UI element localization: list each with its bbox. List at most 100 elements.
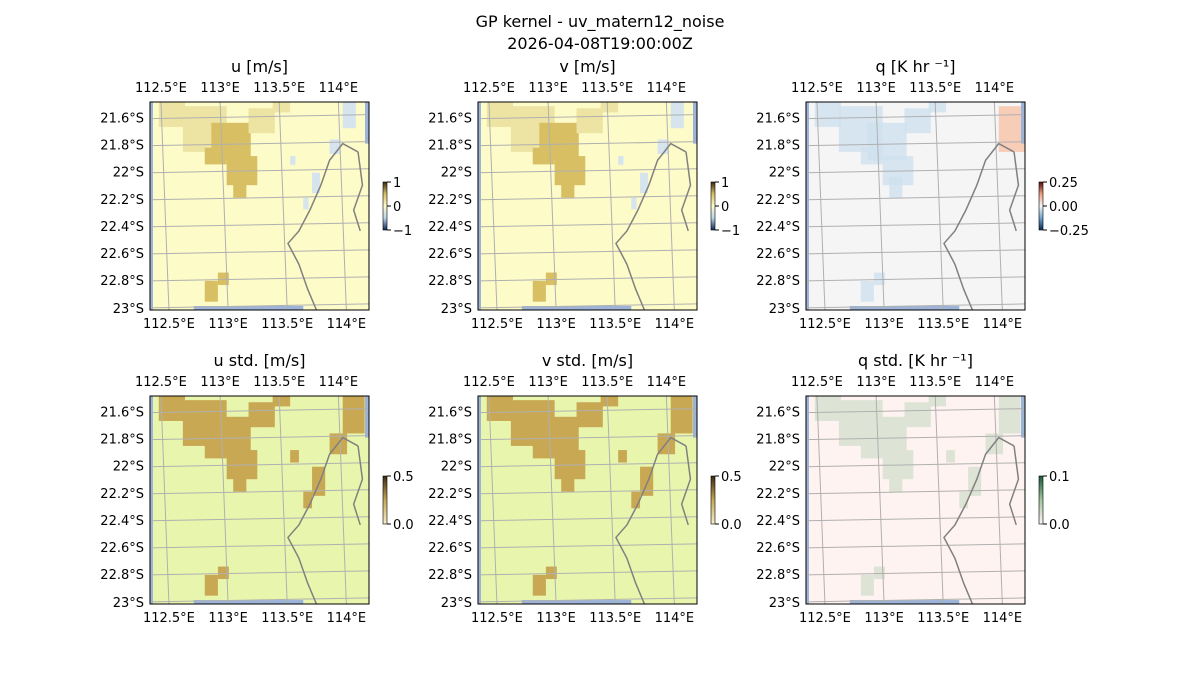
field-patch bbox=[248, 108, 275, 134]
x-tick-label-top: 114°E bbox=[975, 375, 1015, 390]
y-tick-label: 22.8°S bbox=[428, 274, 472, 289]
x-tick-label-bottom: 114°E bbox=[983, 317, 1023, 332]
ocean-edge bbox=[849, 600, 960, 604]
gridline-lat bbox=[149, 168, 370, 174]
panel-ustd: u std. [m/s] 112.5°E 112.5°E 113°E 113°E 113.… bbox=[100, 351, 413, 626]
x-tick-label-bottom: 112.5°E bbox=[143, 611, 195, 626]
gridline-lat bbox=[149, 462, 370, 468]
gridline-lon bbox=[160, 101, 170, 311]
field-patch bbox=[631, 491, 641, 509]
coastline bbox=[943, 436, 1020, 605]
y-tick-label: 22.2°S bbox=[428, 193, 472, 208]
gridline-lat bbox=[477, 408, 698, 414]
colorbar-tick-label: 0.5 bbox=[393, 470, 414, 485]
y-tick-label: 21.6°S bbox=[756, 406, 800, 421]
x-tick-label-top: 113°E bbox=[856, 375, 896, 390]
x-tick-label-bottom: 112.5°E bbox=[471, 317, 523, 332]
gridline-lat bbox=[805, 114, 1026, 120]
y-tick-label: 22.8°S bbox=[428, 568, 472, 583]
field-patch bbox=[233, 176, 247, 198]
field-patch bbox=[329, 139, 341, 154]
field-patch bbox=[486, 102, 514, 127]
y-tick-label: 22.2°S bbox=[100, 193, 144, 208]
gridline-lat bbox=[149, 516, 370, 522]
x-tick-label-bottom: 113°E bbox=[536, 317, 576, 332]
field-patch bbox=[889, 470, 903, 492]
y-tick-label: 22.2°S bbox=[428, 487, 472, 502]
ocean-edge bbox=[806, 396, 809, 604]
x-tick-label-top: 113.5°E bbox=[253, 375, 305, 390]
y-tick-label: 21.6°S bbox=[100, 406, 144, 421]
field-patch bbox=[233, 470, 247, 492]
gridline-lat bbox=[805, 195, 1026, 201]
x-tick-label-bottom: 113°E bbox=[208, 317, 248, 332]
gridline-lat bbox=[477, 516, 698, 522]
x-tick-label-bottom: 112.5°E bbox=[799, 317, 851, 332]
panel-title: q std. [K hr ⁻¹] bbox=[858, 351, 973, 370]
gridline-lat bbox=[477, 570, 698, 576]
gridline-lat bbox=[477, 462, 698, 468]
gridline-lon bbox=[993, 395, 1003, 605]
panel-q: q [K hr ⁻¹] 112.5°E 112.5°E 113°E 113°E 113.5… bbox=[756, 57, 1089, 332]
field-patch bbox=[657, 139, 669, 154]
field-patch bbox=[204, 441, 227, 459]
y-tick-label: 23°S bbox=[769, 302, 800, 317]
gridline-lat bbox=[477, 114, 698, 120]
field-patch bbox=[576, 402, 603, 428]
gridline-lat bbox=[805, 222, 1026, 228]
gridline-lat bbox=[805, 303, 1026, 309]
gridline-lat bbox=[477, 543, 698, 549]
field-patch bbox=[904, 108, 931, 134]
ocean-edge bbox=[478, 102, 481, 310]
colorbar-tick-label: −0.25 bbox=[1049, 224, 1089, 239]
y-tick-label: 23°S bbox=[769, 596, 800, 611]
gridline-lat bbox=[477, 276, 698, 282]
gridline-lat bbox=[805, 276, 1026, 282]
gridline-lat bbox=[477, 597, 698, 603]
x-tick-label-top: 112.5°E bbox=[791, 81, 843, 96]
field-patch bbox=[600, 396, 619, 407]
x-tick-label-bottom: 113°E bbox=[536, 611, 576, 626]
gridline-lat bbox=[149, 489, 370, 495]
y-tick-label: 21.8°S bbox=[428, 139, 472, 154]
y-tick-label: 22°S bbox=[113, 166, 144, 181]
gridline-lat bbox=[149, 114, 370, 120]
x-tick-label-top: 112.5°E bbox=[791, 375, 843, 390]
field-patch bbox=[873, 566, 885, 580]
y-tick-label: 22.8°S bbox=[100, 274, 144, 289]
y-tick-label: 22.6°S bbox=[756, 541, 800, 556]
ocean-edge bbox=[365, 396, 369, 438]
coastline bbox=[615, 436, 692, 605]
gridline-lon bbox=[606, 395, 616, 605]
colorbar-tick-label: 0.00 bbox=[1049, 200, 1078, 215]
gridline-lat bbox=[149, 141, 370, 147]
gridline-lat bbox=[477, 249, 698, 255]
field-patch bbox=[532, 280, 546, 302]
gridline-lon bbox=[219, 395, 229, 605]
field-patch bbox=[312, 172, 320, 194]
x-tick-label-bottom: 114°E bbox=[655, 317, 695, 332]
gridline-lon bbox=[665, 395, 675, 605]
panel-v: v [m/s]112.5°E112.5°E113°E113°E113.5°E11… bbox=[428, 57, 740, 332]
colorbar bbox=[382, 475, 388, 525]
gridline-lon bbox=[665, 101, 675, 311]
panel-u: u [m/s]112.5°E112.5°E113°E113°E113.5°E11… bbox=[100, 57, 412, 332]
gridline-lat bbox=[477, 222, 698, 228]
colorbar-tick-label: 0.1 bbox=[1049, 470, 1070, 485]
x-tick-label-top: 113°E bbox=[200, 375, 240, 390]
gridline-lon bbox=[816, 395, 826, 605]
ocean-edge bbox=[1021, 396, 1025, 438]
x-tick-label-bottom: 113.5°E bbox=[261, 611, 313, 626]
gridline-lat bbox=[477, 141, 698, 147]
gridline-lon bbox=[278, 101, 288, 311]
gridline-lat bbox=[477, 489, 698, 495]
x-tick-label-bottom: 113°E bbox=[864, 317, 904, 332]
y-tick-label: 21.6°S bbox=[428, 406, 472, 421]
y-tick-label: 23°S bbox=[113, 302, 144, 317]
field-patch bbox=[561, 176, 575, 198]
ocean-edge bbox=[1021, 102, 1025, 144]
ocean-edge bbox=[150, 102, 153, 310]
panel-frame bbox=[477, 101, 698, 311]
field-patch bbox=[272, 102, 291, 113]
field-patch bbox=[545, 272, 557, 286]
